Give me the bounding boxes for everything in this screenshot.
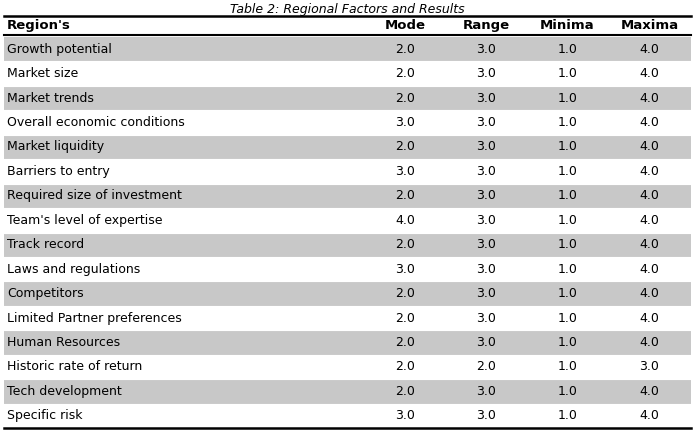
Text: 4.0: 4.0 bbox=[639, 263, 660, 276]
Text: 2.0: 2.0 bbox=[395, 311, 415, 325]
Text: 3.0: 3.0 bbox=[639, 360, 660, 373]
Text: Required size of investment: Required size of investment bbox=[7, 189, 182, 203]
Text: 4.0: 4.0 bbox=[639, 311, 660, 325]
Text: 1.0: 1.0 bbox=[557, 214, 578, 227]
Bar bbox=[4, 86, 691, 111]
Text: 3.0: 3.0 bbox=[476, 238, 496, 251]
Text: Market size: Market size bbox=[7, 67, 79, 80]
Text: 3.0: 3.0 bbox=[476, 409, 496, 422]
Text: 4.0: 4.0 bbox=[639, 92, 660, 104]
Text: 1.0: 1.0 bbox=[557, 189, 578, 203]
Text: 4.0: 4.0 bbox=[639, 189, 660, 203]
Text: 2.0: 2.0 bbox=[395, 43, 415, 56]
Text: 3.0: 3.0 bbox=[476, 67, 496, 80]
Text: 3.0: 3.0 bbox=[476, 43, 496, 56]
Text: Competitors: Competitors bbox=[7, 287, 83, 300]
Text: 3.0: 3.0 bbox=[476, 214, 496, 227]
Text: 1.0: 1.0 bbox=[557, 43, 578, 56]
Text: 2.0: 2.0 bbox=[476, 360, 496, 373]
Text: Team's level of expertise: Team's level of expertise bbox=[7, 214, 163, 227]
Text: 1.0: 1.0 bbox=[557, 311, 578, 325]
Bar bbox=[4, 281, 691, 306]
Text: 1.0: 1.0 bbox=[557, 165, 578, 178]
Text: 4.0: 4.0 bbox=[639, 287, 660, 300]
Text: 4.0: 4.0 bbox=[639, 141, 660, 154]
Text: Human Resources: Human Resources bbox=[7, 336, 120, 349]
Text: 2.0: 2.0 bbox=[395, 141, 415, 154]
Text: 3.0: 3.0 bbox=[476, 92, 496, 104]
Text: 1.0: 1.0 bbox=[557, 287, 578, 300]
Text: 3.0: 3.0 bbox=[476, 336, 496, 349]
Text: Historic rate of return: Historic rate of return bbox=[7, 360, 142, 373]
Text: 4.0: 4.0 bbox=[639, 214, 660, 227]
Text: 3.0: 3.0 bbox=[476, 311, 496, 325]
Text: 2.0: 2.0 bbox=[395, 189, 415, 203]
Text: 3.0: 3.0 bbox=[476, 116, 496, 129]
Text: 1.0: 1.0 bbox=[557, 238, 578, 251]
Bar bbox=[4, 330, 691, 355]
Text: 2.0: 2.0 bbox=[395, 238, 415, 251]
Text: Overall economic conditions: Overall economic conditions bbox=[7, 116, 185, 129]
Text: 3.0: 3.0 bbox=[476, 189, 496, 203]
Text: 4.0: 4.0 bbox=[639, 116, 660, 129]
Text: Region's: Region's bbox=[7, 19, 71, 32]
Text: 4.0: 4.0 bbox=[395, 214, 415, 227]
Text: Specific risk: Specific risk bbox=[7, 409, 83, 422]
Text: 1.0: 1.0 bbox=[557, 409, 578, 422]
Text: 3.0: 3.0 bbox=[395, 409, 415, 422]
Text: 4.0: 4.0 bbox=[639, 409, 660, 422]
Text: Tech development: Tech development bbox=[7, 385, 122, 398]
Text: Barriers to entry: Barriers to entry bbox=[7, 165, 110, 178]
Text: 1.0: 1.0 bbox=[557, 116, 578, 129]
Text: 1.0: 1.0 bbox=[557, 360, 578, 373]
Text: Table 2: Regional Factors and Results: Table 2: Regional Factors and Results bbox=[230, 3, 465, 16]
Text: Market liquidity: Market liquidity bbox=[7, 141, 104, 154]
Text: 1.0: 1.0 bbox=[557, 263, 578, 276]
Bar bbox=[4, 135, 691, 159]
Text: 1.0: 1.0 bbox=[557, 336, 578, 349]
Text: 3.0: 3.0 bbox=[476, 287, 496, 300]
Text: 2.0: 2.0 bbox=[395, 92, 415, 104]
Bar bbox=[4, 233, 691, 257]
Text: 2.0: 2.0 bbox=[395, 287, 415, 300]
Text: 3.0: 3.0 bbox=[395, 116, 415, 129]
Text: 1.0: 1.0 bbox=[557, 67, 578, 80]
Text: 4.0: 4.0 bbox=[639, 43, 660, 56]
Text: Range: Range bbox=[463, 19, 510, 32]
Text: Minima: Minima bbox=[540, 19, 595, 32]
Text: Laws and regulations: Laws and regulations bbox=[7, 263, 140, 276]
Text: 2.0: 2.0 bbox=[395, 385, 415, 398]
Text: 1.0: 1.0 bbox=[557, 385, 578, 398]
Bar bbox=[4, 184, 691, 208]
Text: 2.0: 2.0 bbox=[395, 336, 415, 349]
Text: 3.0: 3.0 bbox=[476, 385, 496, 398]
Text: Mode: Mode bbox=[385, 19, 426, 32]
Text: 3.0: 3.0 bbox=[476, 263, 496, 276]
Text: Growth potential: Growth potential bbox=[7, 43, 112, 56]
Bar bbox=[4, 379, 691, 404]
Text: 4.0: 4.0 bbox=[639, 165, 660, 178]
Text: 4.0: 4.0 bbox=[639, 385, 660, 398]
Text: Maxima: Maxima bbox=[621, 19, 678, 32]
Text: Market trends: Market trends bbox=[7, 92, 94, 104]
Text: 3.0: 3.0 bbox=[395, 165, 415, 178]
Text: Limited Partner preferences: Limited Partner preferences bbox=[7, 311, 182, 325]
Text: Track record: Track record bbox=[7, 238, 84, 251]
Text: 3.0: 3.0 bbox=[395, 263, 415, 276]
Text: 2.0: 2.0 bbox=[395, 360, 415, 373]
Text: 3.0: 3.0 bbox=[476, 165, 496, 178]
Text: 4.0: 4.0 bbox=[639, 67, 660, 80]
Text: 1.0: 1.0 bbox=[557, 92, 578, 104]
Text: 4.0: 4.0 bbox=[639, 238, 660, 251]
Text: 3.0: 3.0 bbox=[476, 141, 496, 154]
Bar bbox=[4, 37, 691, 61]
Text: 2.0: 2.0 bbox=[395, 67, 415, 80]
Text: 4.0: 4.0 bbox=[639, 336, 660, 349]
Text: 1.0: 1.0 bbox=[557, 141, 578, 154]
